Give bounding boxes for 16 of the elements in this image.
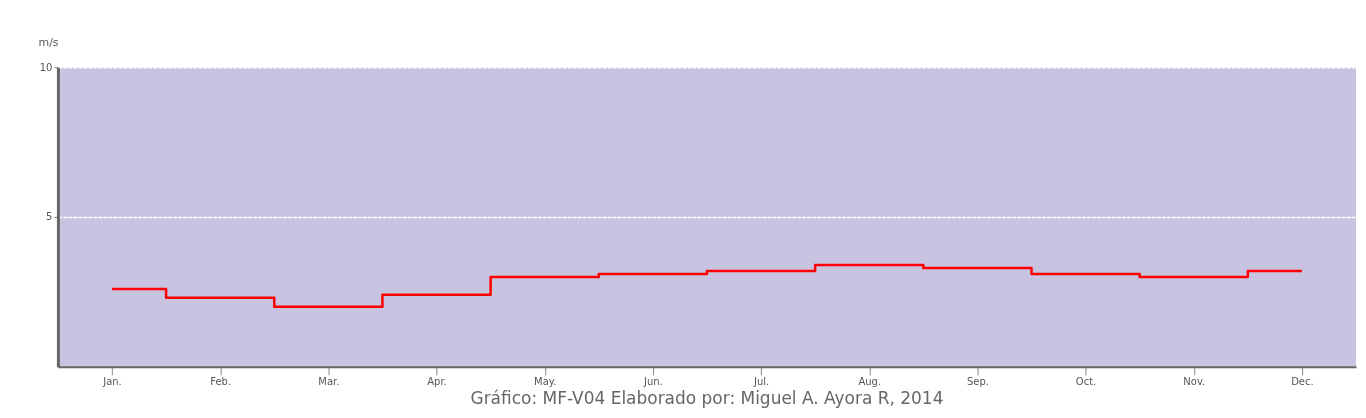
y-tick-label: 5	[46, 211, 53, 223]
x-tick-label: Aug.	[858, 376, 882, 388]
y-tick-label: 10	[39, 61, 53, 73]
y-axis-title: m/s	[38, 35, 59, 49]
x-tick-label: Mar.	[318, 376, 340, 388]
x-tick-label: Feb.	[210, 376, 232, 388]
x-tick-label: Jun.	[643, 376, 663, 388]
x-tick-label: Sep.	[966, 376, 989, 388]
x-tick-label: Nov.	[1183, 376, 1206, 388]
x-tick-label: Jul.	[752, 376, 770, 388]
x-tick-label: May.	[534, 376, 557, 388]
x-tick-label: Jan.	[102, 376, 122, 388]
x-tick-label: Apr.	[427, 376, 447, 388]
x-tick-label: Oct.	[1075, 376, 1097, 388]
text: Gráfico: MF-V04 Elaborado por: Miguel A. Ayora R, 2014	[470, 387, 944, 408]
x-tick-label: Dec.	[1291, 376, 1314, 388]
